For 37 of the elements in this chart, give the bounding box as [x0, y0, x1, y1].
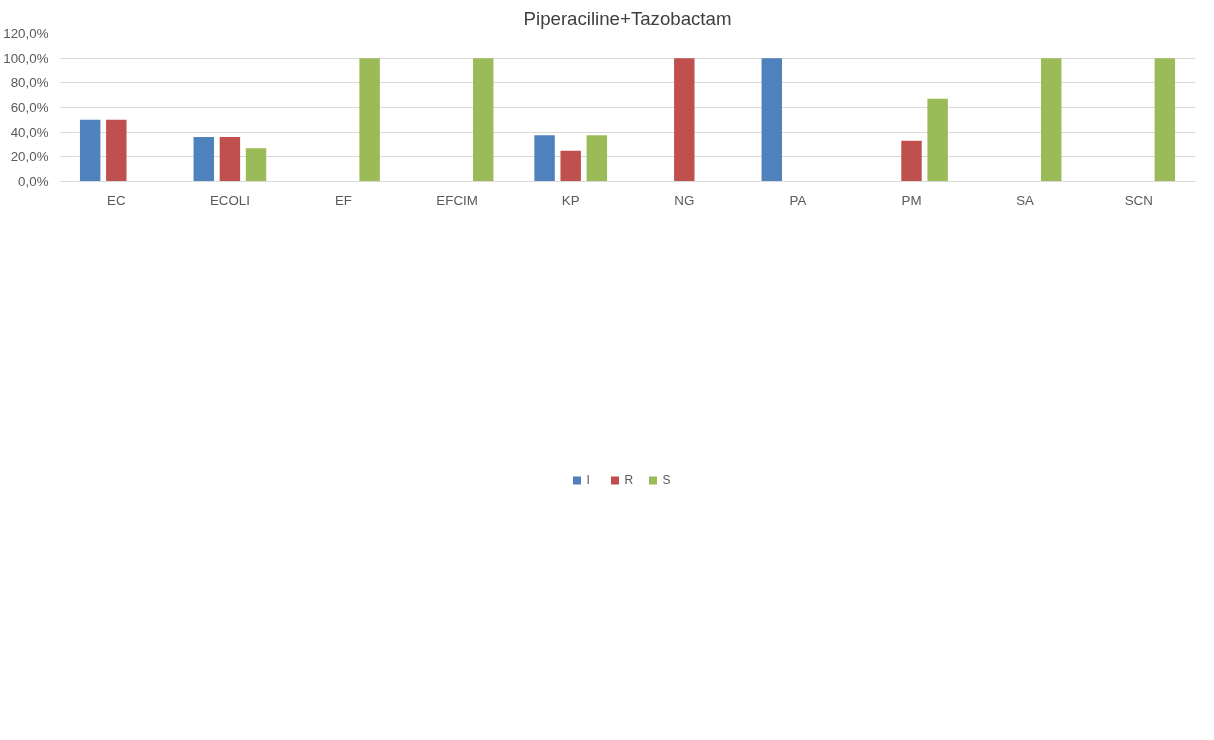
x-tick-label: SA	[1016, 192, 1035, 208]
x-tick-label: SCN	[1124, 192, 1153, 208]
bar	[761, 58, 782, 182]
bar	[674, 58, 695, 182]
legend-label: R	[624, 473, 635, 487]
bar	[193, 137, 214, 182]
bar	[473, 58, 494, 182]
x-tick-label: ECOLI	[209, 192, 250, 208]
chart-title: Piperaciline+Tazobactam	[523, 7, 732, 29]
x-tick-label: PA	[789, 192, 807, 208]
x-tick-label: EFCIM	[436, 192, 478, 208]
bar	[560, 150, 581, 182]
bar	[901, 140, 922, 182]
bar	[359, 58, 380, 182]
bar	[1041, 58, 1062, 182]
y-tick-label: 80,0%	[10, 75, 49, 91]
legend-label: I	[586, 473, 591, 487]
bar	[245, 148, 267, 182]
y-tick-label: 0,0%	[18, 174, 49, 189]
bar	[534, 135, 555, 182]
bar	[79, 119, 101, 182]
y-tick-label: 120,0%	[3, 26, 49, 41]
bar	[586, 135, 608, 182]
y-tick-label: 20,0%	[10, 149, 49, 165]
x-tick-label: PM	[901, 192, 922, 208]
y-tick-label: 100,0%	[3, 50, 49, 66]
x-tick-label: EC	[107, 192, 126, 208]
y-tick-label: 40,0%	[10, 124, 49, 140]
bar	[1154, 58, 1176, 182]
x-tick-label: NG	[674, 192, 695, 208]
y-tick-label: 60,0%	[10, 100, 49, 115]
bar	[219, 137, 241, 182]
x-tick-label: EF	[334, 192, 353, 208]
x-tick-label: KP	[561, 192, 580, 208]
legend-label: S	[662, 473, 672, 487]
bar	[106, 119, 127, 182]
bar	[927, 98, 948, 182]
